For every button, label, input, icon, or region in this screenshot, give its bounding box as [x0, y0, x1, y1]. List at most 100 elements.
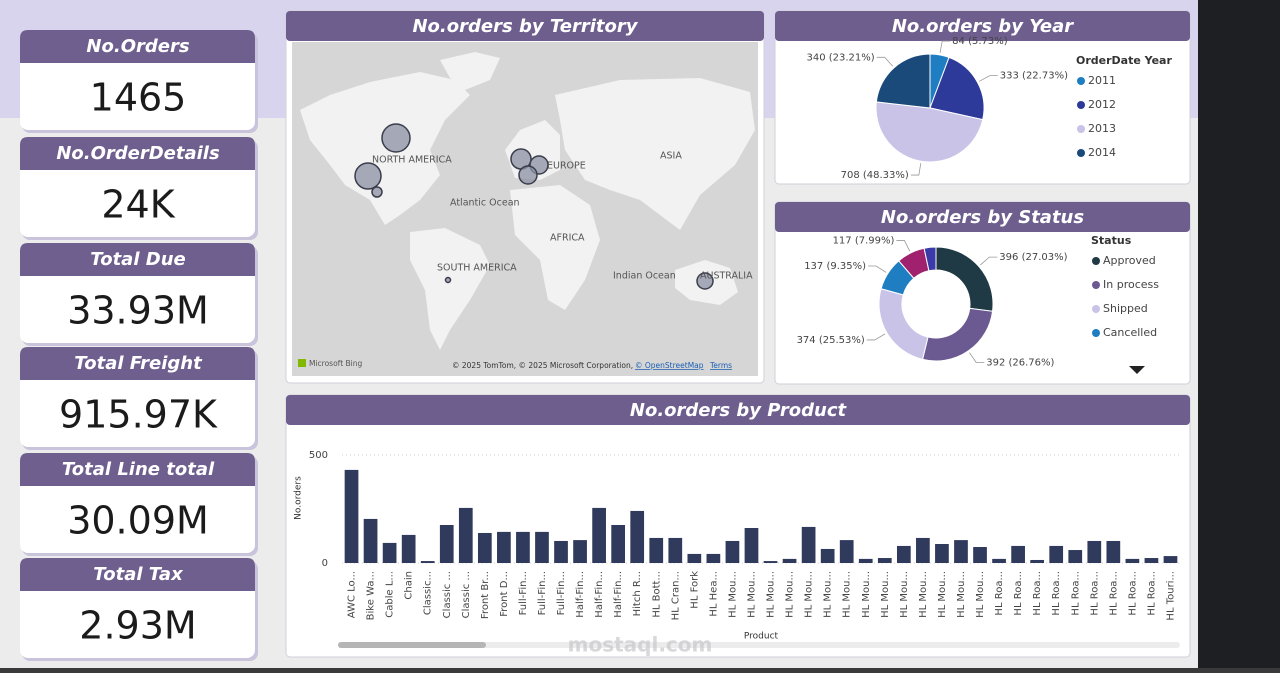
- bing-logo: [298, 359, 306, 367]
- x-tick-label: HL Cran...: [670, 571, 681, 620]
- africa: [510, 185, 600, 310]
- bar: [839, 540, 854, 563]
- legend-scroll-arrow[interactable]: [1129, 366, 1145, 374]
- legend-label: In process: [1103, 278, 1159, 291]
- kpi-header: [20, 30, 255, 63]
- leader-line: [866, 333, 886, 341]
- scrollbar-track: [338, 642, 1180, 648]
- leader-line: [896, 240, 911, 252]
- x-axis-title: Product: [744, 632, 779, 642]
- leader-line: [939, 40, 951, 53]
- data-label: 117 (7.99%): [833, 235, 895, 246]
- slice: [875, 53, 931, 109]
- bubble: [354, 162, 382, 190]
- x-tick-label: HL Mou...: [861, 571, 872, 618]
- y-axis-title: No.orders: [294, 476, 304, 520]
- legend-title: OrderDate Year: [1076, 54, 1172, 67]
- x-tick-label: HL Mou...: [766, 571, 777, 618]
- kpi-title: Total Freight: [74, 353, 203, 374]
- legend-label: Cancelled: [1103, 326, 1157, 339]
- bar: [1125, 558, 1140, 563]
- bar: [439, 524, 454, 563]
- bar: [916, 537, 930, 563]
- panel-header: [775, 11, 1190, 41]
- terms-link[interactable]: Terms: [709, 361, 732, 370]
- kpi-header: [20, 453, 255, 486]
- bar: [382, 542, 397, 563]
- panel-header: [286, 11, 764, 41]
- kpi-header: [20, 347, 255, 380]
- bar: [763, 561, 778, 563]
- x-tick-label: HL Touri...: [1165, 571, 1176, 621]
- bar: [611, 524, 626, 563]
- bar: [344, 469, 359, 563]
- x-tick-label: HL Mou...: [785, 571, 796, 618]
- x-tick-label: HL Roa...: [1127, 571, 1138, 616]
- kpi-value: 24K: [101, 183, 175, 227]
- kpi-header: [20, 137, 255, 170]
- map-label: Atlantic Ocean: [450, 198, 520, 209]
- legend-label: Shipped: [1103, 302, 1148, 315]
- bar: [1163, 556, 1178, 563]
- bar: [497, 531, 511, 563]
- x-tick-label: HL Hea...: [708, 571, 719, 617]
- x-tick-label: Full-Fin...: [556, 571, 567, 615]
- x-tick-label: HL Roa...: [1070, 571, 1081, 616]
- x-tick-label: Classic ...: [461, 571, 472, 618]
- bar: [535, 531, 549, 563]
- map-label: Indian Ocean: [613, 271, 676, 282]
- map-label: EUROPE: [547, 161, 586, 172]
- bar: [516, 531, 530, 563]
- bar: [573, 540, 587, 563]
- x-tick-label: HL Mou...: [880, 571, 891, 618]
- leader-line: [876, 56, 893, 67]
- data-label: 84 (5.73%): [952, 36, 1008, 47]
- map-label: NORTH AMERICA: [372, 155, 452, 166]
- leader-line: [910, 163, 922, 176]
- osm-link[interactable]: © OpenStreetMap: [635, 361, 704, 370]
- panel-title: No.orders by Product: [630, 400, 848, 421]
- x-tick-label: Full-Fin...: [518, 571, 529, 615]
- x-tick-label: HL Roa...: [1051, 571, 1062, 616]
- kpi-title: Total Tax: [93, 564, 184, 585]
- bar: [877, 558, 892, 563]
- scrollbar-thumb[interactable]: [338, 642, 486, 648]
- legend-swatch: [1092, 305, 1100, 313]
- x-tick-label: HL Fork: [689, 571, 700, 609]
- slice: [929, 56, 985, 121]
- leader-line: [980, 256, 998, 266]
- legend-label: 2012: [1088, 98, 1116, 111]
- kpi-title: No.OrderDetails: [56, 143, 220, 164]
- legend-label: 2014: [1088, 146, 1116, 159]
- slice: [923, 246, 937, 272]
- leader-line: [868, 265, 887, 273]
- kpi-title: Total Line total: [62, 459, 215, 480]
- map-panel: No.orders by Territory NORTH AMERICA EUR…: [285, 10, 765, 384]
- x-tick-label: HL Mou...: [975, 571, 986, 618]
- data-label: 137 (9.35%): [804, 261, 866, 272]
- bar: [973, 547, 987, 563]
- map-label: ASIA: [660, 151, 682, 162]
- legend-label: 2013: [1088, 122, 1116, 135]
- leader-line: [969, 352, 985, 363]
- bar: [363, 518, 378, 563]
- bubble: [371, 186, 383, 198]
- x-tick-label: HL Roa...: [1032, 571, 1043, 616]
- legend-title: Status: [1091, 234, 1132, 247]
- kpi-value: 2.93M: [79, 604, 196, 648]
- bar: [458, 507, 473, 563]
- kpi-header: [20, 243, 255, 276]
- bubble: [381, 123, 411, 153]
- bubble: [696, 272, 714, 290]
- x-tick-label: Classic...: [423, 571, 434, 615]
- x-tick-label: Full-Fin...: [537, 571, 548, 615]
- panel-title: No.orders by Status: [881, 207, 1084, 228]
- bar: [935, 543, 949, 563]
- y-tick-label: 500: [309, 450, 328, 461]
- bottom-edge: [0, 668, 1280, 673]
- bar: [687, 553, 702, 563]
- kpi-title: No.Orders: [86, 36, 189, 57]
- bar: [1087, 540, 1102, 563]
- asia: [555, 78, 755, 230]
